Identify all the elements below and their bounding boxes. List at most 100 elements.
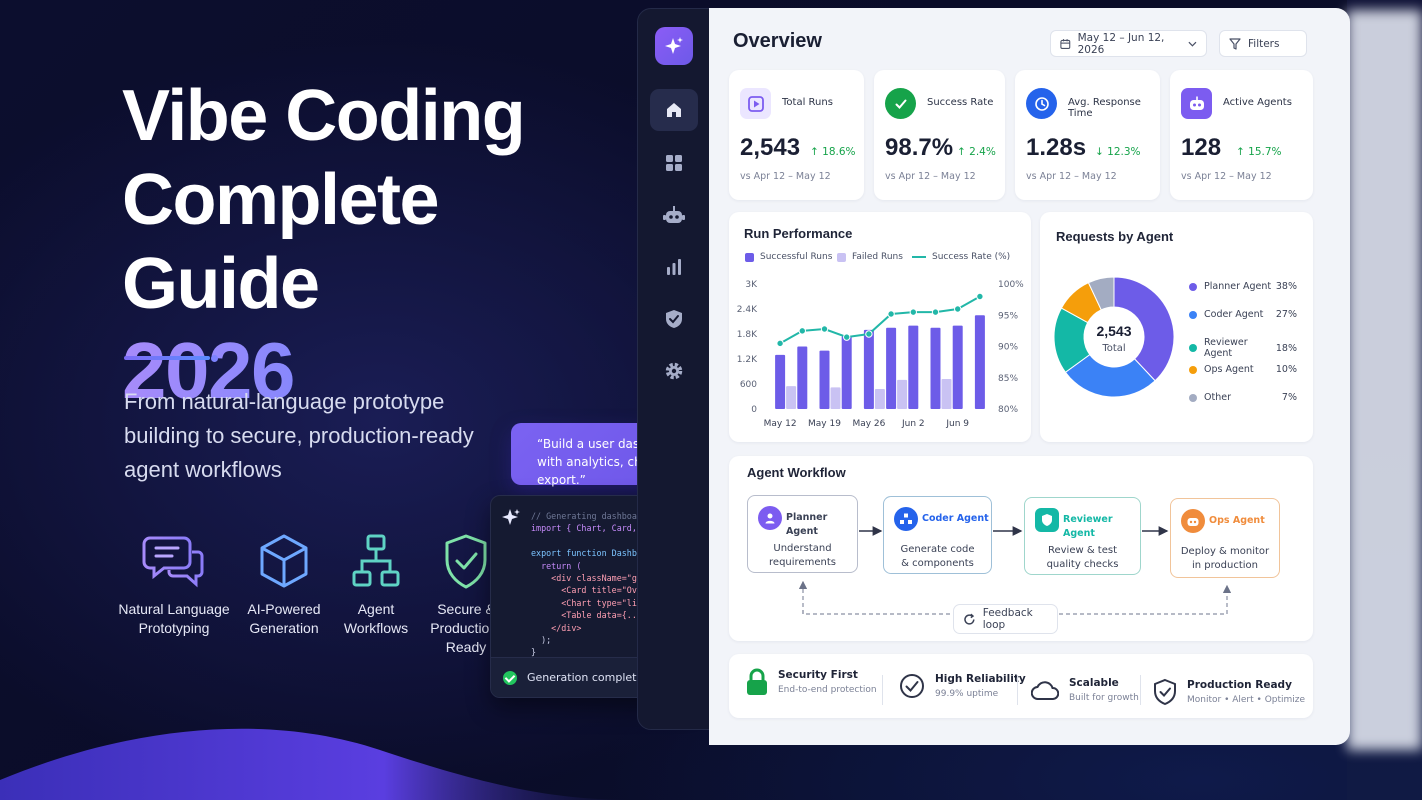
kpi-compare: vs Apr 12 – May 12	[1181, 171, 1272, 182]
feature-label: Agent Workflows	[343, 601, 409, 636]
nav-security[interactable]	[650, 298, 698, 340]
run-performance-chart: 0 600 1.2K 1.8K 2.4K 3K 80% 85% 90% 95% 100% May 12…	[737, 280, 1024, 429]
kpi-label: Avg. Response Time	[1068, 97, 1141, 119]
pie-legend-item: Planner Agent 38%	[1189, 281, 1297, 292]
hero-subtitle: From natural-language prototype building…	[124, 389, 474, 482]
nav-home[interactable]	[650, 89, 698, 131]
feedback-loop-label: Feedback loop	[982, 607, 1033, 631]
nav-analytics[interactable]	[650, 246, 698, 288]
bar-successful-runs	[952, 325, 963, 409]
kpi-value: 1.28s	[1026, 134, 1087, 161]
kpi-value: 128	[1181, 134, 1222, 161]
hero-title: Vibe Coding Complete Guide 2026	[122, 74, 642, 416]
y-tick-label: 0	[751, 405, 757, 415]
refresh-icon	[964, 613, 975, 625]
workflow-step-desc: Review & test quality checks	[1046, 545, 1119, 570]
pie-legend-item: Ops Agent 10%	[1189, 364, 1297, 375]
nav-agents[interactable]	[650, 194, 698, 236]
kpi-card-total-runs[interactable]: Total Runs 2,543 ↑ 18.6% vs Apr 12 – May…	[729, 70, 864, 200]
point-success-rate	[798, 327, 807, 335]
kpi-card-response-time[interactable]: Avg. Response Time 1.28s ↓ 12.3% vs Apr …	[1015, 70, 1160, 200]
grid-icon	[666, 155, 682, 171]
robot-icon	[663, 206, 685, 223]
workflow-step-desc: Deploy & monitor in production	[1180, 546, 1270, 571]
calendar-icon	[1060, 38, 1071, 49]
bar-successful-runs	[886, 327, 897, 409]
robot-icon	[1181, 88, 1212, 119]
legend-name: Reviewer Agent	[1204, 337, 1248, 359]
footer-feature-subtitle: Built for growth	[1069, 693, 1139, 703]
robot-icon	[1181, 509, 1205, 533]
point-success-rate	[931, 308, 940, 316]
bar-successful-runs	[974, 315, 985, 409]
check-circle-icon	[503, 670, 517, 685]
x-tick-label: May 19	[808, 419, 841, 429]
footer-feature-subtitle: End-to-end protection	[778, 685, 877, 695]
workflow-step-title: Planner Agent	[786, 512, 828, 537]
x-tick-label: Jun 9	[945, 419, 969, 429]
sparkle-icon	[502, 509, 520, 525]
code-line: </div>	[531, 622, 582, 633]
legend-dot	[1189, 344, 1197, 352]
footer-feature-title: Scalable	[1069, 677, 1119, 689]
filters-button[interactable]: Filters	[1219, 30, 1307, 57]
workflow-step-title: Reviewer Agent	[1063, 514, 1113, 539]
cloud-icon	[1031, 681, 1059, 700]
bar-successful-runs	[863, 329, 874, 409]
filters-label: Filters	[1248, 37, 1280, 50]
bar-successful-runs	[819, 350, 830, 409]
bar-failed-runs	[874, 389, 885, 409]
y2-tick-label: 90%	[998, 343, 1018, 353]
workflow-step-ops[interactable]: Ops Agent Deploy & monitor in production	[1170, 498, 1280, 578]
point-success-rate	[843, 333, 851, 341]
kpi-label: Total Runs	[782, 97, 833, 108]
legend-name: Other	[1204, 392, 1231, 403]
x-tick-label: May 26	[852, 419, 885, 429]
shield-check-icon	[445, 534, 487, 589]
app-logo[interactable]	[655, 27, 693, 65]
nav-settings[interactable]	[650, 350, 698, 392]
cube-icon	[260, 534, 308, 588]
point-success-rate	[909, 308, 918, 316]
background-right-edge	[1347, 0, 1422, 800]
kpi-card-success-rate[interactable]: Success Rate 98.7% ↑ 2.4% vs Apr 12 – Ma…	[874, 70, 1005, 200]
kpi-card-active-agents[interactable]: Active Agents 128 ↑ 15.7% vs Apr 12 – Ma…	[1170, 70, 1313, 200]
workflow-step-planner[interactable]: Planner Agent Understand requirements	[747, 495, 858, 573]
generation-status-text: Generation complete	[527, 671, 644, 684]
workflow-step-reviewer[interactable]: Reviewer Agent Review & test quality chec…	[1024, 497, 1141, 575]
home-icon	[667, 103, 681, 117]
feedback-loop-button[interactable]: Feedback loop	[953, 604, 1058, 634]
workflow-step-title: Ops Agent	[1209, 515, 1265, 526]
legend-dot	[1189, 393, 1197, 402]
date-range-value: May 12 – Jun 12, 2026	[1077, 31, 1165, 56]
legend-dot	[1189, 365, 1197, 374]
legend-name: Planner Agent	[1204, 281, 1272, 292]
feature-label: AI-Powered Generation	[247, 601, 321, 636]
pie-center-value: 2,543	[1096, 323, 1131, 339]
legend-name: Coder Agent	[1204, 309, 1264, 320]
code-line: return (	[531, 560, 582, 571]
divider	[1017, 675, 1018, 705]
hero-divider-dot	[211, 355, 218, 362]
code-line: // Generating dashboard...	[531, 511, 663, 521]
hero-divider	[124, 356, 210, 360]
nav-dashboard[interactable]	[650, 142, 698, 184]
divider	[882, 675, 883, 705]
y-tick-label: 600	[740, 380, 757, 390]
y-tick-label: 1.2K	[737, 355, 758, 365]
feature-ai-generation: AI-Powered Generation	[238, 532, 330, 657]
play-icon	[740, 88, 771, 119]
bar-successful-runs	[908, 325, 919, 409]
legend-percent: 38%	[1275, 281, 1297, 292]
line-success-rate	[779, 295, 981, 345]
hero-title-line2: Complete Guide	[122, 160, 440, 324]
y-tick-label: 3K	[745, 280, 758, 290]
bar-successful-runs	[797, 346, 808, 409]
kpi-delta: ↓ 12.3%	[1095, 146, 1141, 158]
workflow-step-coder[interactable]: Coder Agent Generate code & components	[883, 496, 992, 574]
code-line: }	[531, 647, 537, 658]
pie-legend-item: Other 7%	[1189, 392, 1297, 403]
nodes-icon	[894, 507, 918, 531]
hero-title-line1: Vibe Coding	[122, 76, 526, 156]
date-range-select[interactable]: May 12 – Jun 12, 2026	[1050, 30, 1207, 57]
